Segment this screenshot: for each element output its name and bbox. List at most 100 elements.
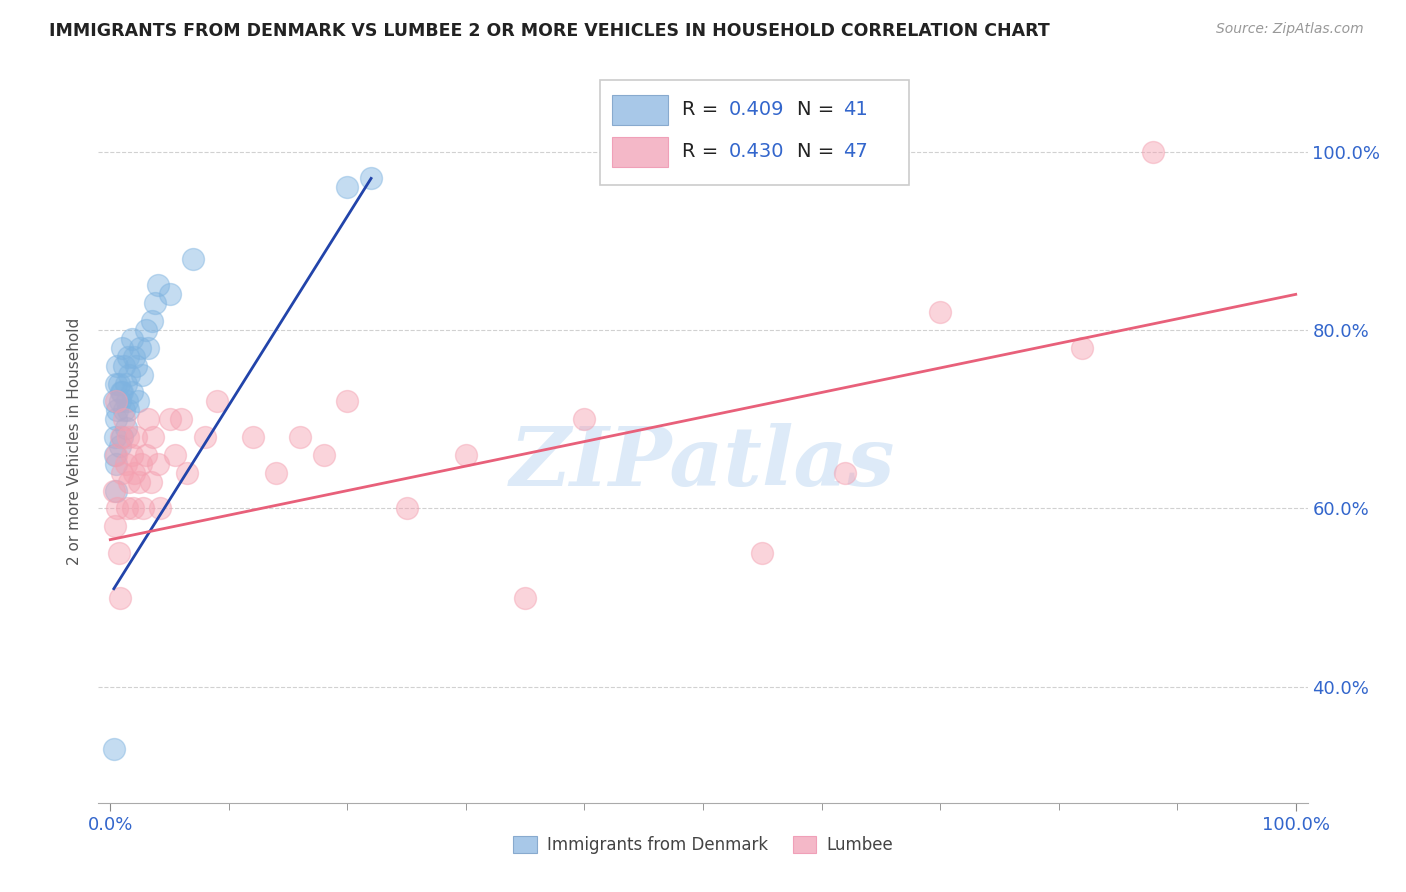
Point — [194, 430, 217, 444]
Point — [1142, 145, 1164, 159]
Point — [929, 305, 952, 319]
Point — [395, 501, 418, 516]
Point — [104, 519, 127, 533]
Point — [110, 385, 132, 400]
Point — [117, 403, 139, 417]
FancyBboxPatch shape — [600, 80, 908, 185]
Point — [118, 475, 141, 489]
Point — [111, 430, 134, 444]
Point — [135, 448, 157, 462]
Point — [312, 448, 335, 462]
Text: ZIPatlas: ZIPatlas — [510, 423, 896, 503]
Point — [105, 457, 128, 471]
Point — [127, 394, 149, 409]
Point — [149, 501, 172, 516]
Point — [103, 394, 125, 409]
Point — [111, 466, 134, 480]
Point — [165, 448, 187, 462]
Point — [114, 457, 136, 471]
FancyBboxPatch shape — [613, 95, 668, 125]
Point — [574, 412, 596, 426]
Text: 47: 47 — [844, 143, 868, 161]
Point — [129, 457, 152, 471]
Point — [121, 332, 143, 346]
Point — [114, 403, 136, 417]
Point — [264, 466, 287, 480]
Y-axis label: 2 or more Vehicles in Household: 2 or more Vehicles in Household — [66, 318, 82, 566]
Point — [146, 278, 169, 293]
Point — [111, 385, 134, 400]
Point — [105, 501, 128, 516]
Text: N =: N = — [797, 101, 841, 120]
Point — [146, 457, 169, 471]
Point — [336, 180, 359, 194]
Point — [107, 546, 129, 560]
Point — [135, 323, 157, 337]
Point — [143, 296, 166, 310]
Point — [114, 359, 136, 373]
Point — [114, 376, 136, 391]
Point — [136, 341, 159, 355]
FancyBboxPatch shape — [613, 136, 668, 167]
Point — [128, 475, 150, 489]
Point — [108, 394, 131, 409]
Text: N =: N = — [797, 143, 841, 161]
Point — [141, 314, 163, 328]
Point — [105, 448, 128, 462]
Text: 41: 41 — [844, 101, 868, 120]
Point — [205, 394, 228, 409]
Point — [121, 385, 143, 400]
Point — [103, 742, 125, 756]
Legend: Immigrants from Denmark, Lumbee: Immigrants from Denmark, Lumbee — [506, 830, 900, 861]
Point — [121, 448, 143, 462]
Point — [122, 350, 145, 364]
Point — [751, 546, 773, 560]
Point — [108, 439, 131, 453]
Point — [105, 403, 128, 417]
Point — [118, 368, 141, 382]
Point — [105, 412, 128, 426]
Point — [336, 394, 359, 409]
Point — [105, 483, 128, 498]
Point — [103, 483, 125, 498]
Point — [834, 466, 856, 480]
Point — [129, 341, 152, 355]
Point — [105, 376, 128, 391]
Point — [170, 412, 193, 426]
Point — [288, 430, 311, 444]
Point — [104, 430, 127, 444]
Point — [111, 341, 134, 355]
Text: R =: R = — [682, 143, 725, 161]
Point — [159, 412, 181, 426]
Text: R =: R = — [682, 101, 725, 120]
Point — [139, 475, 162, 489]
Point — [105, 359, 128, 373]
Point — [110, 430, 132, 444]
Point — [115, 501, 138, 516]
Point — [360, 171, 382, 186]
Point — [136, 412, 159, 426]
Text: 0.409: 0.409 — [728, 101, 785, 120]
Point — [454, 448, 477, 462]
Point — [121, 501, 143, 516]
Point — [117, 350, 139, 364]
Point — [117, 430, 139, 444]
Point — [114, 421, 136, 435]
Point — [242, 430, 264, 444]
Text: IMMIGRANTS FROM DENMARK VS LUMBEE 2 OR MORE VEHICLES IN HOUSEHOLD CORRELATION CH: IMMIGRANTS FROM DENMARK VS LUMBEE 2 OR M… — [49, 22, 1050, 40]
Text: 0.430: 0.430 — [728, 143, 785, 161]
Point — [125, 430, 148, 444]
Point — [159, 287, 181, 301]
Point — [515, 591, 537, 605]
Point — [142, 430, 165, 444]
Point — [132, 501, 155, 516]
Point — [107, 376, 129, 391]
Point — [104, 448, 127, 462]
Point — [181, 252, 204, 266]
Point — [125, 359, 148, 373]
Point — [122, 466, 145, 480]
Point — [105, 394, 128, 409]
Point — [114, 412, 136, 426]
Point — [1071, 341, 1094, 355]
Point — [176, 466, 198, 480]
